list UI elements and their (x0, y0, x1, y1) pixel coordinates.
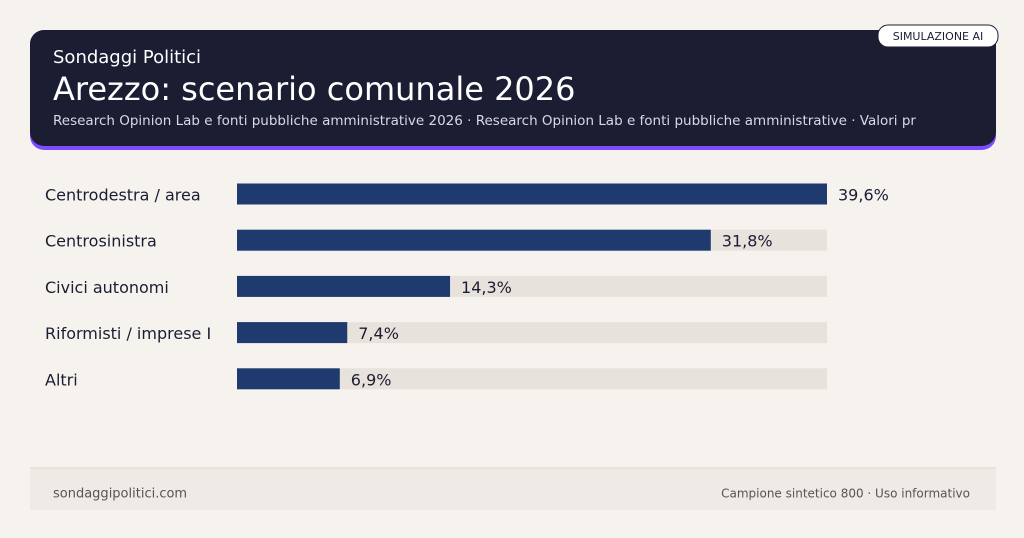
footer-left: sondaggipolitici.com (53, 487, 187, 502)
bar (237, 229, 711, 251)
value-label: 39,6% (838, 186, 889, 205)
footer-right: Campione sintetico 800 · Uso informativo (721, 487, 970, 501)
category-label: Altri (45, 370, 78, 389)
subtitle: Research Opinion Lab e fonti pubbliche a… (53, 113, 916, 129)
category-label: Civici autonomi (45, 278, 169, 297)
value-label: 31,8% (722, 232, 773, 251)
bar (237, 183, 827, 205)
badge (877, 24, 999, 48)
header (30, 30, 996, 146)
category-label: Centrosinistra (45, 232, 157, 251)
chart-title: Arezzo: scenario comunale 2026 (53, 70, 576, 108)
bar-track (237, 368, 827, 390)
category-label: Riformisti / imprese I (45, 324, 211, 343)
bar-track (237, 322, 827, 344)
footer (30, 468, 996, 510)
value-label: 7,4% (358, 324, 399, 343)
badge-text: SIMULAZIONE AI (893, 30, 984, 43)
value-label: 14,3% (461, 278, 512, 297)
bar (237, 275, 451, 297)
category-label: Centrodestra / area (45, 186, 201, 205)
value-label: 6,9% (351, 370, 392, 389)
bar (237, 322, 348, 344)
bar (237, 368, 340, 390)
kicker: Sondaggi Politici (53, 47, 201, 68)
